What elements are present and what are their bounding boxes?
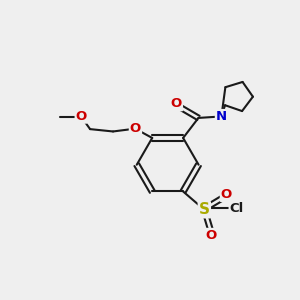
Text: O: O <box>205 229 216 242</box>
Text: S: S <box>199 202 210 217</box>
Text: O: O <box>171 97 182 110</box>
Text: O: O <box>130 122 141 135</box>
Text: Cl: Cl <box>230 202 244 215</box>
Text: O: O <box>221 188 232 201</box>
Text: O: O <box>76 110 87 123</box>
Text: N: N <box>216 110 227 123</box>
